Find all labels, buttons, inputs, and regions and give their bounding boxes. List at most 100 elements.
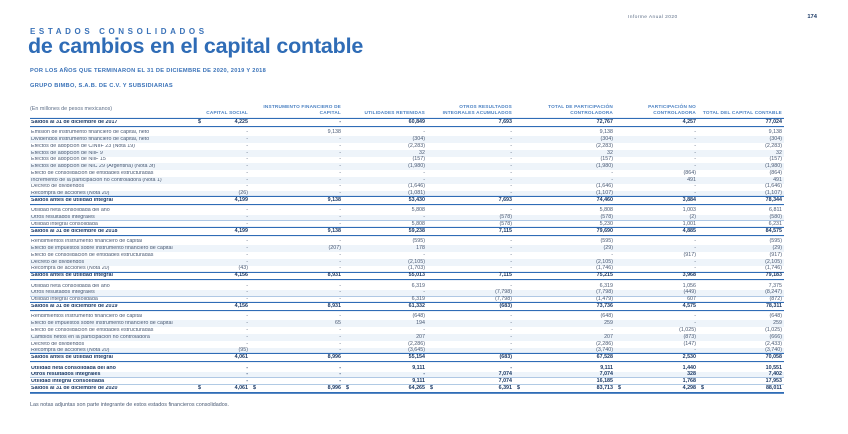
amount: (578) [499, 214, 512, 221]
amount: (3,645) [408, 347, 425, 354]
cell-value: (1,703) [343, 266, 427, 272]
table-row: Recompra de acciones (Nota 20) (43) - (1,70… [30, 266, 784, 273]
amount: 55,154 [408, 354, 425, 361]
amount: - [339, 378, 341, 385]
cell-value: (304) [343, 136, 427, 142]
row-label: Recompra de acciones (Nota 20) [31, 348, 110, 354]
amount: 70,058 [765, 354, 782, 361]
amount: - [339, 327, 341, 333]
cell-value: - [615, 266, 698, 272]
cell-value: (578) [427, 221, 514, 227]
cell-value: (29) [514, 245, 615, 251]
table-row: Dividendos instrumento financiero de cap… [30, 136, 784, 143]
cell-value: (580) [698, 214, 784, 220]
amount: 607 [687, 296, 696, 303]
cell-value: (917) [698, 252, 784, 258]
amount: (872) [769, 296, 782, 303]
cell-value: 6,811 [698, 208, 784, 214]
amount: 72,767 [596, 118, 613, 125]
amount: - [694, 190, 696, 197]
amount: 83,713 [596, 384, 613, 391]
amount: - [246, 163, 248, 170]
amount: - [510, 190, 512, 197]
cell-value: - [427, 184, 514, 190]
cell-value: (595) [514, 238, 615, 244]
amount: 4,199 [234, 227, 248, 234]
cell-value: 4,156 [195, 272, 250, 278]
table-row: Recompra de acciones (Nota 20) (26) - (1,08… [30, 190, 784, 198]
amount: - [423, 251, 425, 258]
row-label: Utilidad integral consolidada [31, 379, 105, 385]
amount: 67,528 [596, 354, 613, 361]
cell-value: 4,885 [615, 228, 698, 234]
cell-value: (648) [698, 313, 784, 320]
table-row: Incremento de la participación no contro… [30, 177, 784, 184]
amount: - [694, 135, 696, 142]
cell-value: 16,185 [514, 378, 615, 384]
amount: (1,980) [596, 163, 613, 170]
cell-value: $64,265 [343, 385, 427, 391]
cell-value: - [250, 314, 343, 320]
amount: - [510, 333, 512, 340]
amount: 61,332 [408, 303, 425, 310]
amount: - [423, 327, 425, 333]
amount: - [339, 296, 341, 303]
cell-value: - [427, 150, 514, 156]
amount: - [339, 371, 341, 378]
cell-value: - [343, 170, 427, 176]
cell-value: (1,980) [698, 163, 784, 169]
amount: (578) [600, 214, 613, 221]
cell-value: 328 [615, 372, 698, 378]
cell-value: 4,061 [195, 354, 250, 360]
row-label: Saldos al 31 de diciembre de 2020 [31, 385, 118, 391]
cell-value: - [250, 208, 343, 214]
amount: - [246, 313, 248, 320]
cell-value: 4,575 [615, 303, 698, 309]
cell-value: (595) [343, 238, 427, 244]
cell-value: 7,375 [698, 283, 784, 289]
cell-value: (147) [615, 341, 698, 347]
cell-value: - [427, 333, 514, 340]
amount: 75,215 [596, 272, 613, 279]
cell-value: 1,001 [615, 221, 698, 227]
amount: - [246, 183, 248, 190]
amount: (864) [683, 169, 696, 176]
amount: 7,115 [498, 227, 512, 234]
amount: - [694, 313, 696, 320]
amount: (207) [328, 245, 341, 252]
amount: - [510, 313, 512, 320]
amount: 88,011 [765, 384, 782, 391]
cell-value: 178 [343, 245, 427, 251]
amount: - [510, 265, 512, 272]
cell-value: 6,231 [698, 221, 784, 227]
amount: (304) [600, 135, 613, 142]
amount: (157) [600, 156, 613, 163]
cell-value: - [250, 283, 343, 289]
cell-value: - [343, 290, 427, 296]
amount: (873) [683, 333, 696, 340]
cell-value: 9,111 [343, 365, 427, 371]
cell-value: (2,283) [698, 142, 784, 149]
amount: (43) [238, 265, 248, 272]
cell-value: 55,154 [343, 354, 427, 361]
cell-value: 6,319 [343, 283, 427, 289]
amount: (683) [499, 303, 512, 310]
table-row: Efectos de adopción de NIIF 15 - - (157) - (1… [30, 156, 784, 164]
cell-value: - [250, 238, 343, 244]
row-label: Saldos antes de utilidad integral [31, 273, 113, 279]
amount: 1,768 [682, 378, 696, 385]
amount: - [339, 142, 341, 149]
cell-value: - [250, 348, 343, 354]
amount: - [246, 207, 248, 214]
amount: 7,074 [599, 371, 613, 378]
amount: - [423, 371, 425, 378]
amount: - [339, 333, 341, 340]
column-header: OTROS RESULTADOS INTEGRALES ACUMULADOS [442, 103, 512, 115]
amount: (2,283) [765, 142, 782, 149]
amount: (648) [769, 313, 782, 320]
amount: 60,849 [408, 118, 425, 125]
row-label: Saldos al 31 de diciembre de 2018 [31, 228, 118, 234]
cell-value: - [195, 341, 250, 347]
table-row: Rendimientos instrumento financiero de c… [30, 238, 784, 246]
table-row: Otros resultados integrales - - - 7,074 7,074… [30, 372, 784, 379]
